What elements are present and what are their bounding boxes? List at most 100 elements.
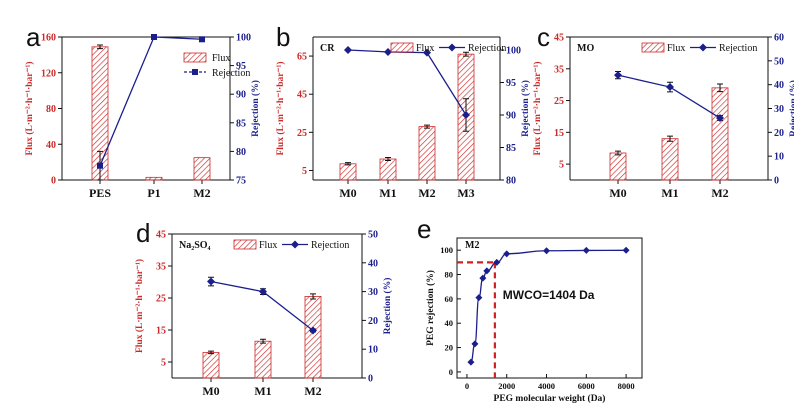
y-tick-label: 100	[440, 245, 453, 255]
right-tick-label: 85	[506, 143, 516, 154]
flux-error-bar	[97, 44, 103, 50]
panel-c: c 5 15 25 35 45 0 10 20 30 40 50 60 Flux (L·m⁻²·h⁻¹·b…	[532, 22, 794, 200]
flux-bar	[304, 295, 322, 379]
right-tick-label: 100	[236, 33, 251, 44]
legend-rejection-marker	[448, 43, 456, 52]
rejection-point	[614, 71, 622, 80]
right-tick-label: 30	[774, 104, 784, 115]
legend-b: Flux Rejection	[390, 42, 506, 54]
right-tick-label: 10	[368, 345, 378, 356]
peg-rejection-curve	[470, 249, 627, 363]
panel-tag: M2	[465, 240, 479, 251]
legend-rejection-marker	[291, 240, 299, 249]
flux-error-bar	[615, 150, 621, 156]
rejection-series-line	[347, 49, 467, 116]
rejection-point	[716, 114, 724, 123]
right-tick-label: 90	[236, 90, 246, 101]
flux-bar	[609, 152, 627, 181]
x-category-label: M1	[254, 384, 271, 398]
legend-rejection-marker	[192, 69, 198, 75]
y-tick-label: 40	[445, 318, 454, 328]
right-tick-label: 95	[506, 78, 516, 89]
panel-label-c: c	[537, 22, 550, 52]
flux-error-bar	[424, 124, 430, 129]
y-tick-label: 60	[445, 294, 454, 304]
x-category-label: PES	[89, 186, 111, 200]
panel-tag: CR	[320, 43, 335, 54]
legend-flux-swatch	[233, 239, 257, 250]
rejection-point	[384, 47, 392, 56]
legend-rejection-label: Rejection	[212, 68, 250, 79]
right-tick-label: 95	[236, 61, 246, 72]
peg-rejection-point	[622, 246, 630, 254]
peg-rejection-point	[467, 358, 475, 366]
legend-flux-label: Flux	[416, 43, 434, 54]
peg-rejection-point	[493, 258, 501, 266]
panel-tag: Na₂SO₄	[179, 240, 211, 251]
right-tick-label: 60	[774, 33, 784, 44]
flux-bar	[379, 158, 397, 181]
flux-error-bar	[345, 162, 351, 166]
right-tick-label: 0	[774, 176, 779, 187]
legend-rejection-label: Rejection	[719, 43, 757, 54]
flux-bar	[254, 340, 272, 379]
rejection-point	[97, 162, 103, 169]
x-tick-label: 0	[465, 381, 469, 391]
right-tick-label: 20	[774, 128, 784, 139]
x-category-label: M0	[339, 186, 356, 200]
flux-bar	[193, 157, 211, 181]
right-tick-label: 75	[236, 176, 246, 187]
right-axis-title: Rejection (%)	[382, 278, 393, 335]
legend-rejection-label: Rejection	[311, 240, 349, 251]
left-tick-label: 25	[554, 96, 564, 107]
flux-bar	[418, 126, 436, 181]
left-tick-label: 45	[297, 90, 307, 101]
x-category-label: M2	[304, 384, 321, 398]
left-tick-label: 0	[51, 176, 56, 187]
left-tick-label: 120	[41, 68, 56, 79]
rejection-point	[666, 83, 674, 92]
x-tick-label: 4000	[538, 381, 555, 391]
left-tick-label: 25	[297, 128, 307, 139]
peg-rejection-point	[471, 340, 479, 348]
left-tick-label: 15	[156, 326, 166, 337]
right-tick-label: 50	[774, 56, 784, 67]
flux-error-bar	[463, 51, 469, 57]
x-category-label: M3	[457, 186, 474, 200]
flux-error-bar	[717, 83, 723, 93]
legend-flux-swatch	[390, 42, 414, 53]
left-tick-label: 5	[559, 160, 564, 171]
rejection-point	[344, 46, 352, 54]
left-tick-label: 35	[156, 262, 166, 273]
legend-flux-label: Flux	[212, 53, 230, 64]
right-tick-label: 40	[368, 258, 378, 269]
legend-d: Flux Rejection	[233, 239, 349, 251]
x-category-label: M2	[193, 186, 210, 200]
flux-error-bar	[667, 135, 673, 142]
x-tick-label: 6000	[578, 381, 595, 391]
panel-a: a 0 40 80 120 160 75 80 85 90 95 100 Flux (L·m⁻²·h⁻¹…	[24, 22, 261, 200]
left-tick-label: 65	[297, 52, 307, 63]
x-category-label: M1	[379, 186, 396, 200]
left-tick-label: 160	[41, 33, 56, 44]
x-category-label: M1	[661, 186, 678, 200]
left-tick-label: 35	[554, 64, 564, 75]
panel-b: b 5 25 45 65 80 85 90 95 100 Flux (L·m⁻²·h⁻¹·bar⁻¹…	[275, 22, 531, 200]
flux-bar	[711, 87, 729, 181]
rejection-series-line	[617, 74, 721, 119]
panel-label-a: a	[26, 22, 41, 52]
peg-rejection-point	[503, 250, 511, 258]
rejection-point	[462, 111, 470, 119]
x-category-label: M0	[202, 384, 219, 398]
legend-c: Flux Rejection	[641, 42, 757, 54]
peg-rejection-point	[479, 274, 487, 282]
x-category-label: M2	[711, 186, 728, 200]
x-axis-title: PEG molecular weight (Da)	[494, 393, 606, 403]
left-tick-label: 40	[46, 140, 56, 151]
left-tick-label: 5	[302, 166, 307, 177]
rejection-point	[151, 34, 157, 40]
flux-error-bar	[208, 350, 214, 355]
left-axis-title: Flux (L·m⁻²·h⁻¹·bar⁻¹)	[532, 61, 543, 155]
